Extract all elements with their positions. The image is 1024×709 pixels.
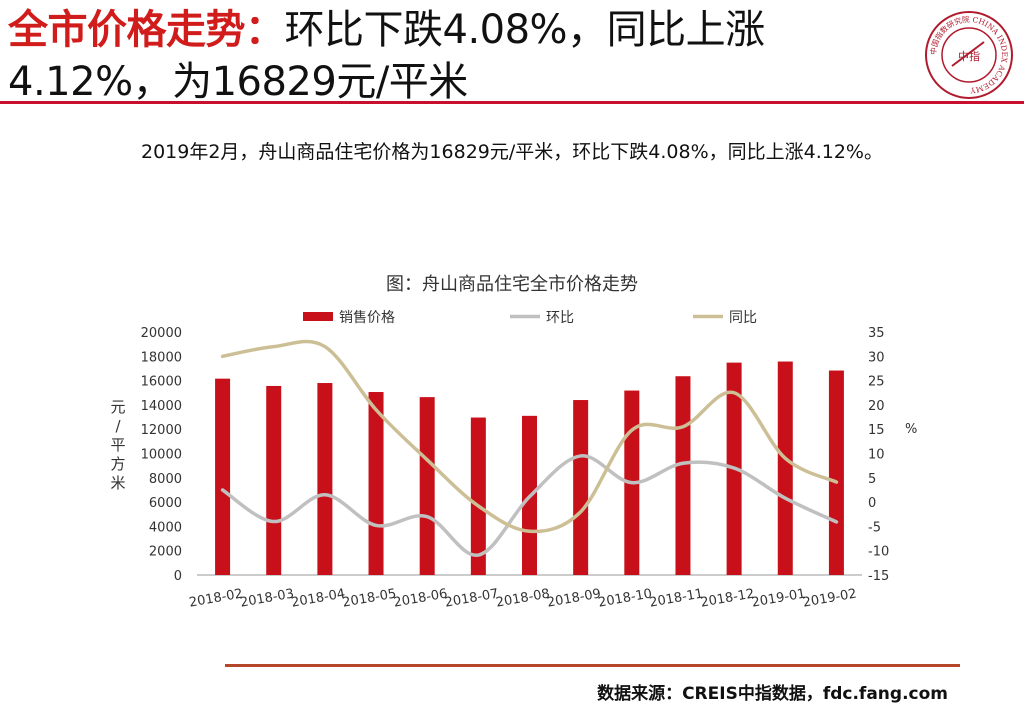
point-环比-2018-08	[528, 495, 531, 499]
y-left-axis-label-char: 元	[110, 398, 125, 416]
y-right-axis-label: %	[905, 422, 917, 437]
x-tick-label: 2018-03	[239, 586, 295, 610]
point-环比-2018-02	[221, 488, 225, 492]
point-环比-2018-11	[681, 461, 685, 465]
point-同比-2018-10	[630, 428, 634, 432]
bar-2018-02	[215, 378, 231, 575]
bar-2018-07	[470, 417, 486, 575]
y-right-tick-label: 20	[868, 399, 885, 414]
y-left-axis-label-char: /	[115, 417, 121, 435]
y-left-tick-label: 8000	[149, 472, 182, 487]
y-right-tick-label: 0	[868, 496, 876, 511]
y-right-tick-label: 10	[868, 448, 885, 463]
point-环比-2018-06	[425, 515, 429, 519]
page-title-rest: 环比下跌4.08%，同比上涨4.12%，为16829元/平米	[8, 7, 765, 105]
x-tick-label: 2018-07	[444, 586, 500, 610]
point-环比-2018-05	[374, 523, 378, 527]
bar-2019-01	[777, 361, 793, 575]
point-同比-2019-02	[834, 480, 838, 484]
point-同比-2018-04	[323, 345, 327, 349]
y-left-axis-label-char: 米	[110, 474, 125, 492]
bar-2018-04	[317, 383, 333, 575]
legend-label-环比: 环比	[546, 310, 574, 326]
y-left-tick-label: 20000	[141, 326, 182, 341]
legend-label-销售价格: 销售价格	[339, 310, 395, 326]
point-环比-2018-07	[476, 553, 480, 557]
bar-2018-05	[368, 392, 384, 575]
bar-2019-02	[828, 370, 844, 575]
x-tick-label: 2018-02	[188, 586, 244, 610]
y-left-tick-label: 0	[174, 569, 182, 584]
y-left-axis-label-char: 平	[110, 436, 125, 454]
y-left-axis-label-char: 方	[110, 455, 125, 473]
point-同比-2018-11	[681, 425, 685, 429]
chart-title: 图：舟山商品住宅全市价格走势	[386, 274, 638, 295]
x-tick-label: 2019-01	[751, 586, 807, 610]
x-tick-label: 2018-09	[546, 586, 602, 610]
point-同比-2018-06	[425, 458, 429, 462]
y-right-tick-label: 35	[868, 326, 885, 341]
point-同比-2018-07	[476, 504, 480, 508]
summary-text: 2019年2月，舟山商品住宅价格为16829元/平米，环比下跌4.08%，同比上…	[140, 141, 883, 163]
y-right-tick-label: -10	[868, 545, 889, 560]
y-right-tick-label: 30	[868, 350, 885, 365]
point-环比-2018-09	[579, 454, 583, 458]
x-tick-label: 2018-06	[393, 586, 449, 610]
y-left-tick-label: 6000	[149, 496, 182, 511]
x-tick-label: 2018-08	[495, 586, 551, 610]
y-left-tick-label: 14000	[141, 399, 182, 414]
point-环比-2018-10	[630, 481, 634, 485]
bar-2018-09	[573, 400, 589, 575]
bar-2018-03	[266, 385, 282, 575]
point-环比-2019-01	[783, 496, 787, 500]
y-left-tick-label: 18000	[141, 350, 182, 365]
point-同比-2018-12	[732, 391, 736, 395]
bar-2018-06	[419, 397, 435, 575]
point-环比-2018-03	[272, 520, 276, 524]
y-right-tick-label: 25	[868, 375, 885, 390]
point-同比-2018-08	[528, 529, 531, 533]
logo-inner-text: 中指	[958, 49, 980, 63]
y-right-tick-label: 15	[868, 423, 885, 438]
china-index-academy-logo: 中国指数研究院 CHINA INDEX ACADEMY 中指	[925, 11, 1013, 99]
y-left-tick-label: 2000	[149, 545, 182, 560]
point-环比-2018-12	[732, 466, 736, 470]
point-环比-2019-02	[834, 520, 838, 524]
point-同比-2018-09	[579, 510, 583, 514]
footer-divider	[225, 664, 960, 667]
x-tick-label: 2018-05	[341, 586, 397, 610]
point-环比-2018-04	[323, 493, 327, 497]
page-title-highlight: 全市价格走势：	[8, 7, 285, 53]
x-tick-label: 2018-11	[648, 586, 704, 610]
y-right-tick-label: 5	[868, 472, 876, 487]
x-tick-label: 2018-10	[597, 586, 653, 610]
legend-label-同比: 同比	[729, 310, 757, 326]
y-left-tick-label: 12000	[141, 423, 182, 438]
data-source: 数据来源：CREIS中指数据，fdc.fang.com	[597, 684, 948, 704]
point-同比-2018-02	[221, 354, 225, 358]
bar-2018-11	[675, 376, 691, 575]
x-tick-label: 2018-12	[699, 586, 755, 610]
y-left-tick-label: 4000	[149, 520, 182, 535]
y-right-tick-label: -15	[868, 569, 889, 584]
y-left-tick-label: 16000	[141, 375, 182, 390]
y-left-tick-label: 10000	[141, 448, 182, 463]
point-同比-2018-03	[272, 345, 276, 349]
x-tick-label: 2019-02	[802, 586, 858, 610]
point-同比-2019-01	[783, 456, 787, 460]
point-同比-2018-05	[374, 408, 378, 412]
y-right-tick-label: -5	[868, 520, 881, 535]
legend-swatch-销售价格	[303, 312, 333, 321]
x-tick-label: 2018-04	[290, 586, 346, 610]
page-title: 全市价格走势：环比下跌4.08%，同比上涨4.12%，为16829元/平米	[8, 4, 908, 108]
title-divider	[0, 101, 1024, 104]
